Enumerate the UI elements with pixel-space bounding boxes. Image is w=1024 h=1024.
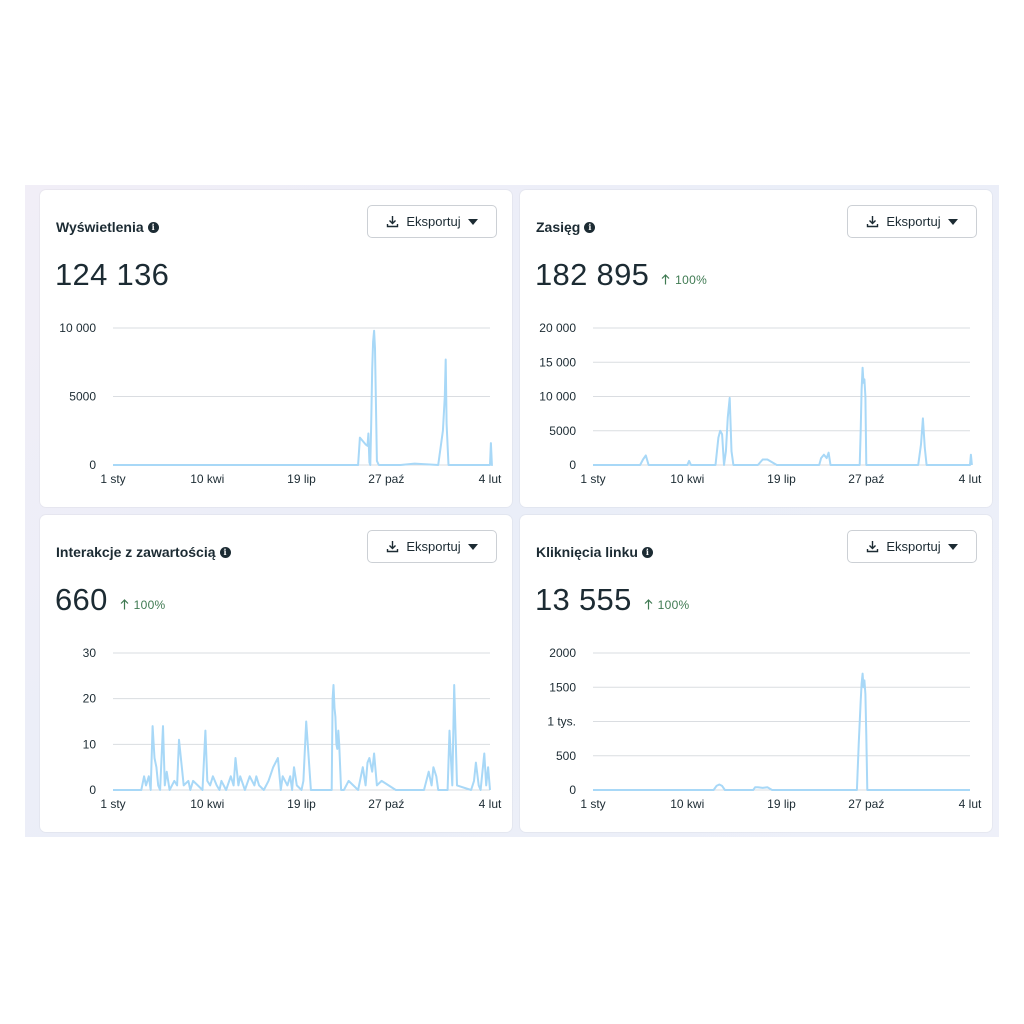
card-views: 0 5000 10 000 1 sty 10 kwi 19 lip 27 paź 4 lut … [40,190,512,507]
views-chart: 0 5000 10 000 1 sty 10 kwi 19 lip 27 paź 4 lut [59,321,502,486]
caret-down-icon [467,218,478,225]
metric-value: 660 [55,582,108,617]
card-link-clicks: 0 500 1 tys. 1500 2000 1 sty 10 kwi 19 lip 27 pa… [520,515,992,832]
series-line [113,684,491,791]
x-tick-label: 19 lip [767,472,796,486]
series-line [113,329,493,466]
info-icon[interactable]: i [641,546,653,558]
x-tick-label: 19 lip [287,472,316,486]
y-tick-label: 5000 [549,424,576,438]
x-tick-label: 27 paź [848,472,884,486]
reach-chart: 0 5000 10 000 15 000 20 000 1 sty 10 kwi 19 lip… [539,321,982,486]
x-tick-label: 1 sty [100,797,125,811]
caret-down-icon [467,543,478,550]
trend-indicator: 100% [661,273,707,287]
info-icon[interactable]: i [584,221,596,233]
y-tick-label: 10 000 [539,390,576,404]
download-icon [387,216,399,228]
x-tick-label: 10 kwi [670,472,704,486]
y-tick-label: 500 [556,749,576,763]
trend-value: 100% [657,597,690,612]
x-tick-label: 4 lut [959,472,982,486]
x-tick-label: 1 sty [100,472,125,486]
card-title-text: Wyświetlenia [56,219,144,235]
y-tick-label: 0 [569,458,576,472]
trend-value: 100% [675,272,708,287]
x-tick-label: 1 sty [580,797,605,811]
interactions-chart: 0 10 20 30 1 sty 10 kwi 19 lip 27 paź 4 lut [83,646,502,811]
card-title-text: Zasięg [536,219,581,235]
export-button[interactable]: Eksportuj [367,530,497,563]
y-tick-label: 20 000 [539,321,576,335]
caret-down-icon [947,218,958,225]
export-label: Eksportuj [406,214,461,229]
trend-value: 100% [133,597,166,612]
card-title: Kliknięcia linku i [536,544,653,560]
card-title: Interakcje z zawartością i [56,544,231,560]
x-tick-label: 19 lip [287,797,316,811]
y-tick-label: 5000 [69,390,96,404]
x-tick-label: 27 paź [848,797,884,811]
download-icon [867,216,879,228]
download-icon [867,541,879,553]
y-tick-label: 30 [83,646,97,660]
card-content-interactions: 0 10 20 30 1 sty 10 kwi 19 lip 27 paź 4 lut Inte… [40,515,512,832]
x-tick-label: 10 kwi [670,797,704,811]
metric-value-row: 182 895 100% [535,257,707,293]
x-tick-label: 10 kwi [190,472,224,486]
x-tick-label: 4 lut [479,797,502,811]
metric-value: 124 136 [55,257,170,292]
card-title-text: Kliknięcia linku [536,544,638,560]
x-tick-label: 10 kwi [190,797,224,811]
card-title-text: Interakcje z zawartością [56,544,216,560]
y-tick-label: 0 [569,783,576,797]
y-tick-label: 20 [83,692,97,706]
x-tick-label: 4 lut [479,472,502,486]
metric-value: 182 895 [535,257,650,292]
metric-value-row: 13 555 100% [535,582,690,618]
metric-value-row: 660 100% [55,582,166,618]
caret-down-icon [947,543,958,550]
export-button[interactable]: Eksportuj [847,530,977,563]
arrow-up-icon [661,274,670,285]
export-button[interactable]: Eksportuj [367,205,497,238]
export-label: Eksportuj [886,539,941,554]
x-tick-label: 19 lip [767,797,796,811]
series-line [593,672,970,791]
y-tick-label: 1500 [549,680,576,694]
arrow-up-icon [644,599,653,610]
link-clicks-chart: 0 500 1 tys. 1500 2000 1 sty 10 kwi 19 lip 27 pa… [547,646,982,811]
info-icon[interactable]: i [219,546,231,558]
series-line [593,366,973,466]
arrow-up-icon [120,599,129,610]
y-tick-label: 1 tys. [547,715,576,729]
export-label: Eksportuj [406,539,461,554]
trend-indicator: 100% [120,598,166,612]
insights-dashboard: 0 5000 10 000 1 sty 10 kwi 19 lip 27 paź 4 lut … [25,185,999,837]
card-title: Wyświetlenia i [56,219,159,235]
y-tick-label: 0 [89,458,96,472]
metric-value: 13 555 [535,582,632,617]
card-reach: 0 5000 10 000 15 000 20 000 1 sty 10 kwi 19 lip… [520,190,992,507]
x-tick-label: 27 paź [368,797,404,811]
y-tick-label: 0 [89,783,96,797]
card-title: Zasięg i [536,219,596,235]
trend-indicator: 100% [644,598,690,612]
metric-value-row: 124 136 [55,257,169,293]
export-button[interactable]: Eksportuj [847,205,977,238]
x-tick-label: 1 sty [580,472,605,486]
y-tick-label: 10 [83,737,97,751]
info-icon[interactable]: i [147,221,159,233]
y-tick-label: 2000 [549,646,576,660]
y-tick-label: 10 000 [59,321,96,335]
x-tick-label: 4 lut [959,797,982,811]
export-label: Eksportuj [886,214,941,229]
y-tick-label: 15 000 [539,355,576,369]
download-icon [387,541,399,553]
x-tick-label: 27 paź [368,472,404,486]
